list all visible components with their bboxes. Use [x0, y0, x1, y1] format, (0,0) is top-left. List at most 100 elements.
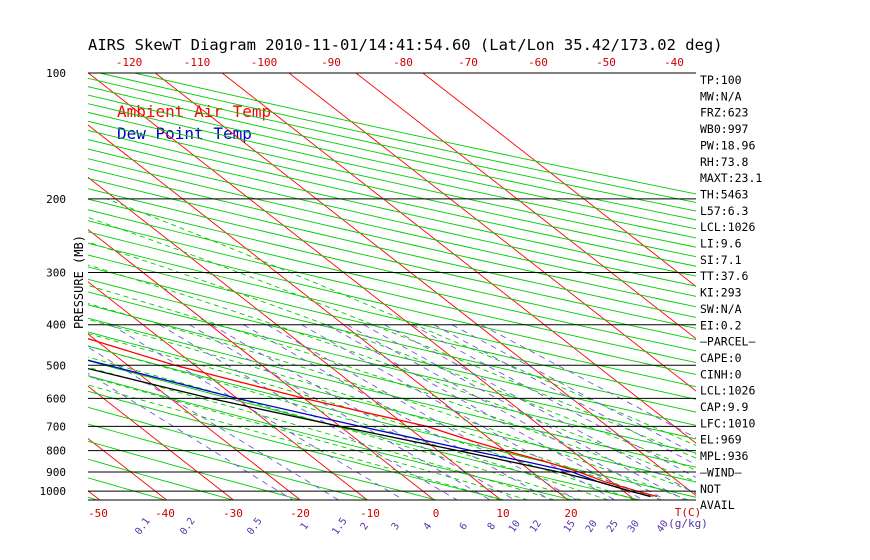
dry-adiabat-line	[88, 254, 696, 400]
bottom-temp-tick-label: 20	[564, 507, 577, 520]
pressure-tick-label: 200	[46, 193, 66, 206]
bottom-temp-tick-label: 0	[433, 507, 440, 520]
mixing-ratio-label: 1.5	[330, 516, 349, 537]
index-value: LCL:1026	[700, 220, 755, 234]
mixing-ratio-label: 1	[299, 521, 311, 532]
dry-adiabat-line	[88, 390, 505, 500]
mixing-ratio-label: 8	[486, 521, 498, 532]
dry-adiabat-line	[88, 177, 696, 318]
dry-adiabat-line	[88, 168, 696, 308]
dry-adiabat-line	[88, 220, 696, 364]
mixing-ratio-label: 0.5	[245, 516, 264, 537]
dry-adiabat-line	[88, 278, 696, 426]
series-dew-point-temp-line	[88, 359, 651, 498]
dry-adiabat-line	[88, 158, 696, 297]
top-temp-tick-label: -70	[458, 56, 478, 69]
pressure-tick-label: 800	[46, 445, 66, 458]
mixing-ratio-line	[189, 324, 491, 500]
mixing-ratio-line	[451, 324, 696, 455]
index-value: MAXT:23.1	[700, 171, 762, 185]
mixing-ratio-label: 4	[422, 521, 434, 532]
mixing-ratio-label: 2	[359, 521, 371, 532]
top-temp-tick-label: -90	[321, 56, 341, 69]
isotherm-line	[422, 73, 696, 287]
isotherm-line	[88, 438, 167, 500]
top-temp-tick-label: -80	[393, 56, 413, 69]
index-value: CAPE:0	[700, 351, 742, 365]
dry-adiabat-line	[88, 198, 696, 341]
pressure-tick-label: 300	[46, 267, 66, 280]
dry-adiabat-line	[88, 406, 437, 500]
dry-adiabat-line	[88, 317, 696, 468]
dry-adiabat-line	[88, 266, 696, 413]
isotherm-line	[88, 385, 234, 500]
index-value: TH:5463	[700, 187, 749, 201]
bottom-temp-tick-label: 10	[496, 507, 509, 520]
index-value: —WIND—	[700, 465, 742, 479]
dry-adiabat-line	[88, 291, 696, 440]
index-value: SI:7.1	[700, 253, 742, 267]
index-value: LFC:1010	[700, 416, 755, 430]
index-value: LI:9.6	[700, 237, 742, 251]
pressure-tick-label: 1000	[40, 485, 67, 498]
mixing-ratio-line	[211, 324, 516, 500]
top-temp-tick-label: -60	[528, 56, 548, 69]
isotherm-line	[221, 73, 696, 444]
top-temp-tick-label: -100	[251, 56, 278, 69]
mixing-ratio-unit-label: (g/kg)	[668, 517, 708, 530]
mixing-ratio-label: 25	[605, 518, 621, 534]
moist-adiabat-line	[88, 303, 689, 500]
mixing-ratio-label: 12	[528, 518, 544, 534]
isotherm-line	[88, 490, 100, 500]
isotherm-line	[288, 73, 696, 392]
isotherm-line	[355, 73, 696, 340]
mixing-ratio-label: 30	[626, 518, 642, 534]
dry-adiabat-line	[88, 423, 369, 500]
mixing-ratio-label: 20	[584, 518, 600, 534]
dry-adiabat-line	[88, 360, 641, 500]
dry-adiabat-line	[88, 242, 696, 388]
legend-dew-point-temp: Dew Point Temp	[117, 124, 252, 143]
dry-adiabat-line	[88, 496, 98, 500]
mixing-ratio-line	[346, 324, 666, 500]
mixing-ratio-line	[110, 324, 405, 500]
plot-area	[0, 73, 696, 500]
top-temp-tick-label: -120	[116, 56, 143, 69]
top-temp-tick-label: -40	[664, 56, 684, 69]
index-value: —PARCEL—	[700, 335, 755, 349]
pressure-tick-label: 400	[46, 319, 66, 332]
isotherm-line	[88, 281, 368, 500]
index-value: TT:37.6	[700, 269, 749, 283]
pressure-tick-label: 700	[46, 420, 66, 433]
mixing-ratio-label: 0.1	[133, 516, 152, 537]
index-value: MPL:936	[700, 449, 749, 463]
isotherm-line	[88, 73, 636, 500]
dry-adiabat-line	[88, 331, 696, 483]
isotherm-line	[0, 73, 33, 500]
mixing-ratio-line	[159, 324, 458, 500]
index-value: NOT	[700, 482, 721, 496]
index-value: EL:969	[700, 433, 742, 447]
isotherm-line	[88, 176, 502, 500]
moist-adiabat-line	[88, 366, 555, 500]
bottom-temp-tick-label: -40	[155, 507, 175, 520]
index-value: KI:293	[700, 286, 742, 300]
index-value: LCL:1026	[700, 384, 755, 398]
index-value: FRZ:623	[700, 106, 749, 120]
pressure-tick-label: 500	[46, 359, 66, 372]
dry-adiabat-line	[88, 231, 696, 375]
mixing-ratio-label: 0.2	[178, 516, 197, 537]
dry-adiabat-line	[88, 440, 302, 500]
mixing-ratio-line	[433, 324, 696, 466]
top-temp-tick-label: -110	[184, 56, 211, 69]
mixing-ratio-line	[88, 346, 339, 500]
dry-adiabat-line	[88, 477, 166, 500]
dry-adiabat-line	[88, 304, 696, 454]
dry-adiabat-line	[88, 375, 573, 500]
bottom-temp-tick-label: -20	[290, 507, 310, 520]
bottom-temp-tick-label: -10	[360, 507, 380, 520]
pressure-tick-label: 900	[46, 466, 66, 479]
series-parcel-line	[88, 367, 651, 498]
mixing-ratio-label: 10	[507, 518, 523, 534]
index-value: EI:0.2	[700, 318, 742, 332]
